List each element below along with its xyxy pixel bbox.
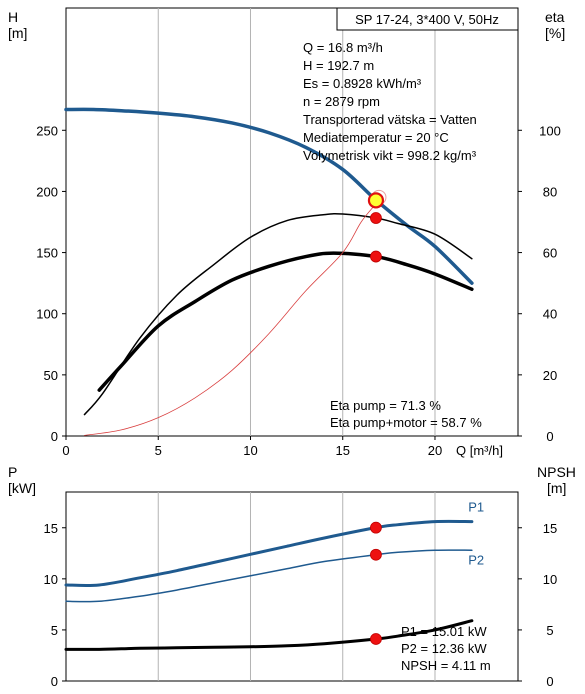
y-left-tick-label: 50 xyxy=(44,368,58,383)
operating-point-marker xyxy=(367,192,385,209)
y-left-tick-label: 0 xyxy=(51,674,58,689)
series-label: P2 xyxy=(468,553,484,568)
power-npsh-panel: 0 5 10 15 0 5 10 15 P1 P2 P [kW] NPSH [m] P1 = 1… xyxy=(8,464,576,689)
performance-markers xyxy=(367,189,387,263)
series-eta-pump-motor-line xyxy=(97,251,474,392)
power-axis-title: P xyxy=(8,464,17,480)
series-p2-line xyxy=(65,549,473,603)
series-npsh-line xyxy=(64,619,474,651)
info-eta-pump-motor: Eta pump+motor = 58.7 % xyxy=(330,415,482,430)
info-eta-pump: Eta pump = 71.3 % xyxy=(330,398,441,413)
info-npsh: NPSH = 4.11 m xyxy=(401,658,491,673)
performance-series xyxy=(64,107,474,436)
y-left-tick-label: 0 xyxy=(51,429,58,444)
y-right-tick-label: 15 xyxy=(543,521,557,536)
info-energy: Es = 0.8928 kWh/m³ xyxy=(303,76,422,91)
y-left-tick-label: 5 xyxy=(51,623,58,638)
info-p1: P1 = 15.01 kW xyxy=(401,624,487,639)
power-series xyxy=(64,519,474,651)
info-flow: Q = 16.8 m³/h xyxy=(303,40,383,55)
info-density: Volymetrisk vikt = 998.2 kg/m³ xyxy=(303,148,477,163)
power-grid xyxy=(157,492,436,681)
y-right-tick-label: 10 xyxy=(543,572,557,587)
info-temperature: Mediatemperatur = 20 °C xyxy=(303,130,449,145)
y-right-tick-label: 40 xyxy=(543,307,557,322)
y-right-tick-label: 100 xyxy=(539,123,561,138)
y-right-tick-label: 60 xyxy=(543,246,557,261)
y-right-tick-label: 5 xyxy=(546,623,553,638)
performance-grid xyxy=(157,8,436,436)
info-p2: P2 = 12.36 kW xyxy=(401,641,487,656)
head-axis-title: H xyxy=(8,9,18,25)
duty-point-marker xyxy=(370,633,382,645)
power-axis-unit: [kW] xyxy=(8,480,36,496)
x-tick-label: 10 xyxy=(243,443,257,458)
series-label: P1 xyxy=(468,499,484,514)
x-tick-label: 0 xyxy=(62,443,69,458)
info-speed: n = 2879 rpm xyxy=(303,94,380,109)
series-system-curve-line xyxy=(84,196,381,436)
y-left-tick-label: 100 xyxy=(36,307,58,322)
performance-plot-frame xyxy=(65,7,519,437)
series-eta-pump-line xyxy=(83,212,473,416)
y-left-tick-label: 200 xyxy=(36,184,58,199)
duty-point-marker xyxy=(370,521,382,534)
duty-point-info: Q = 16.8 m³/h H = 192.7 m Es = 0.8928 kW… xyxy=(303,40,477,163)
eta-axis-unit: [%] xyxy=(545,25,565,41)
efficiency-info: Eta pump = 71.3 % Eta pump+motor = 58.7 … xyxy=(330,398,482,430)
y-right-tick-label: 0 xyxy=(546,429,553,444)
power-markers xyxy=(370,521,382,645)
flow-axis-label: Q [m³/h] xyxy=(456,443,503,458)
info-head: H = 192.7 m xyxy=(303,58,374,73)
npsh-axis-title: NPSH xyxy=(537,464,576,480)
npsh-axis-unit: [m] xyxy=(547,480,566,496)
series-p1-line xyxy=(64,519,474,587)
power-ticks: 0 5 10 15 0 5 10 15 xyxy=(44,521,558,689)
duty-point-marker xyxy=(370,548,382,561)
pump-title-box xyxy=(336,7,519,31)
x-tick-label: 15 xyxy=(336,443,350,458)
x-tick-label: 5 xyxy=(155,443,162,458)
head-axis-unit: [m] xyxy=(8,25,27,41)
power-info: P1 = 15.01 kW P2 = 12.36 kW NPSH = 4.11 … xyxy=(401,624,491,673)
y-left-tick-label: 10 xyxy=(44,572,58,587)
y-left-tick-label: 150 xyxy=(36,246,58,261)
power-series-labels: P1 P2 xyxy=(468,499,484,567)
y-right-tick-label: 80 xyxy=(543,184,557,199)
duty-point-marker xyxy=(370,212,382,224)
y-right-tick-label: 20 xyxy=(543,368,557,383)
info-liquid: Transporterad vätska = Vatten xyxy=(303,112,477,127)
x-tick-label: 20 xyxy=(428,443,442,458)
y-left-tick-label: 15 xyxy=(44,521,58,536)
eta-axis-title: eta xyxy=(545,9,565,25)
duty-point-marker xyxy=(370,250,382,263)
y-left-tick-label: 250 xyxy=(36,123,58,138)
y-right-tick-label: 0 xyxy=(546,674,553,689)
pump-title: SP 17-24, 3*400 V, 50Hz xyxy=(355,12,499,27)
